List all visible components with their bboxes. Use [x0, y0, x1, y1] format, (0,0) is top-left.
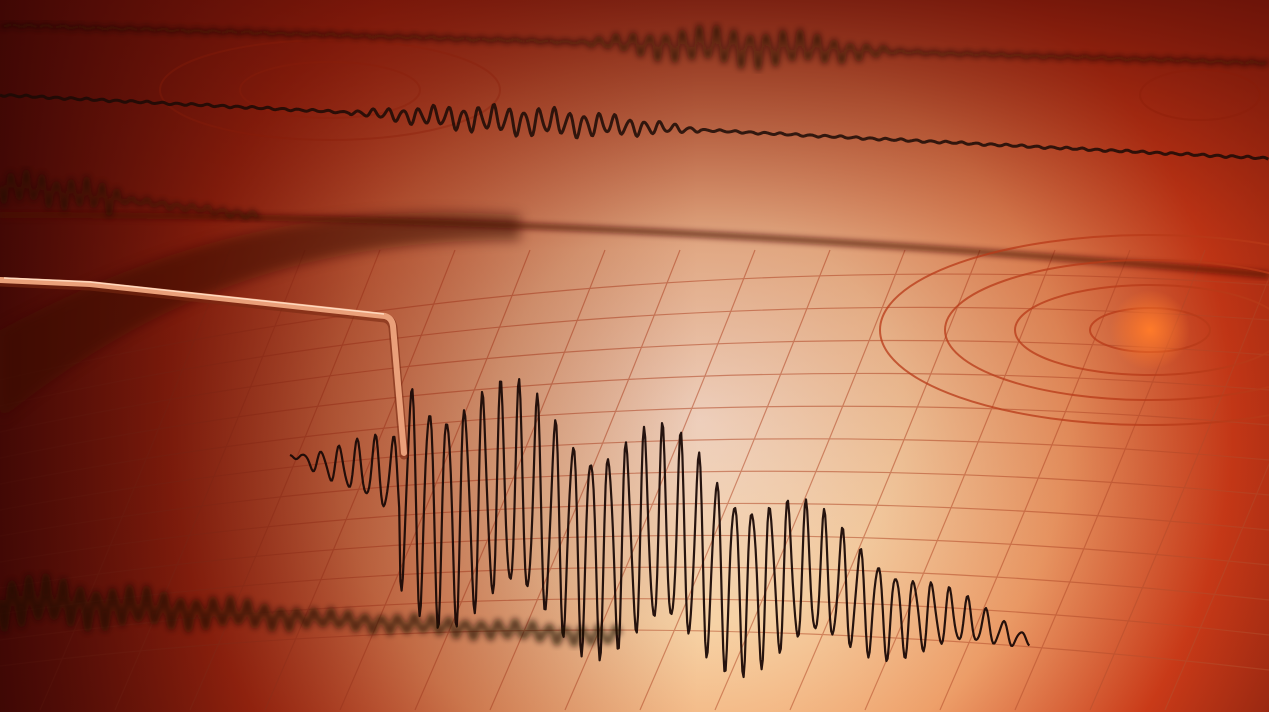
upper-seismic-trace — [0, 93, 1269, 161]
epicenter-hotspot — [1110, 290, 1190, 370]
left-seismic-trace — [0, 168, 261, 220]
bottom-seismic-trace — [0, 572, 623, 647]
seismic-traces — [0, 22, 1269, 679]
seismograph-needle — [0, 277, 409, 460]
drum-shadow-band — [0, 212, 520, 420]
top-seismic-trace — [0, 22, 1269, 72]
main-seismic-trace — [289, 378, 1031, 679]
faint-ripple — [159, 39, 1261, 141]
drum-line — [0, 212, 1269, 278]
